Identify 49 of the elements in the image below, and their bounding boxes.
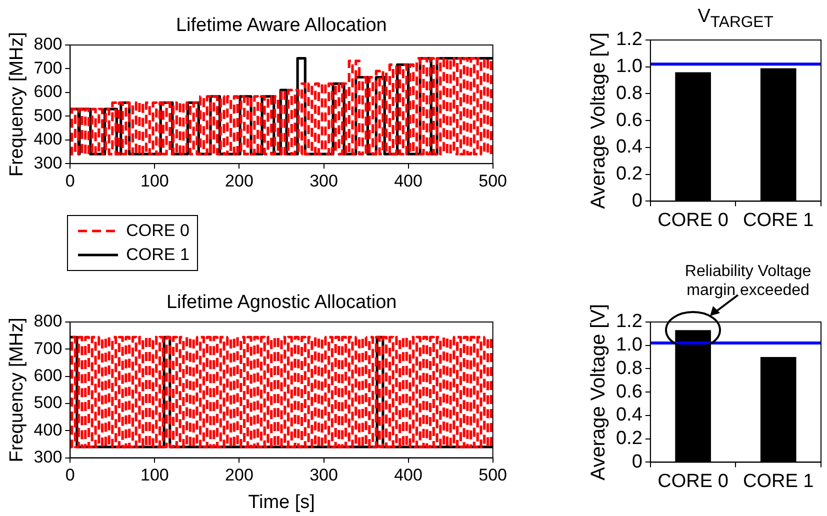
y-axis-title: Frequency [MHz] bbox=[6, 32, 28, 177]
annotation: Reliability Voltage margin exceeded bbox=[684, 262, 812, 300]
legend-label: CORE 1 bbox=[126, 245, 190, 265]
y-tick-label: 0.2 bbox=[616, 164, 642, 185]
y-tick-label: 1.0 bbox=[616, 56, 642, 78]
y-tick-label: 700 bbox=[34, 58, 62, 78]
y-tick-label: 0.8 bbox=[616, 82, 642, 104]
y-tick-label: 600 bbox=[34, 82, 62, 102]
y-tick-label: 800 bbox=[34, 312, 62, 331]
x-tick-label: 200 bbox=[225, 171, 254, 190]
y-tick-label: 0.4 bbox=[616, 404, 643, 426]
y-tick-label: 400 bbox=[34, 130, 62, 149]
y-tick-label: 0.6 bbox=[616, 381, 642, 402]
x-tick-label: 200 bbox=[225, 466, 254, 485]
x-tick-label: 0 bbox=[65, 466, 75, 485]
x-tick-label: 400 bbox=[394, 171, 422, 190]
x-tick-label: 300 bbox=[310, 466, 338, 485]
ref-line-label: V$_{TARGET}$ bbox=[698, 6, 774, 33]
x-tick-label: CORE 0 bbox=[658, 470, 728, 492]
x-axis-title: Time [s] bbox=[248, 492, 315, 513]
y-tick-label: 300 bbox=[34, 447, 62, 466]
y-tick-label: 1.0 bbox=[616, 334, 642, 356]
y-tick-label: 600 bbox=[34, 366, 62, 386]
y-axis-title: Frequency [MHz] bbox=[6, 318, 28, 462]
y-tick-label: 1.2 bbox=[616, 311, 642, 332]
chart-title: Lifetime Aware Allocation bbox=[176, 15, 387, 37]
chart-title: Lifetime Agnostic Allocation bbox=[166, 292, 397, 314]
y-tick-label: 400 bbox=[34, 420, 62, 440]
y-tick-label: 500 bbox=[34, 106, 62, 125]
y-tick-label: 0.4 bbox=[616, 136, 643, 158]
x-tick-label: 0 bbox=[65, 171, 75, 190]
x-tick-label: CORE 1 bbox=[742, 470, 814, 492]
y-tick-label: 0.8 bbox=[616, 358, 642, 379]
y-tick-label: 700 bbox=[34, 338, 62, 358]
y-tick-label: 800 bbox=[34, 34, 62, 54]
x-tick-label: 500 bbox=[478, 171, 508, 190]
y-tick-label: 300 bbox=[34, 153, 62, 172]
y-axis-title: Average Voltage [V] bbox=[588, 32, 610, 209]
y-tick-label: 1.2 bbox=[616, 29, 642, 50]
x-tick-label: 300 bbox=[310, 171, 338, 190]
x-tick-label: 100 bbox=[140, 466, 169, 485]
x-tick-label: 100 bbox=[140, 171, 169, 190]
y-tick-label: 0 bbox=[632, 190, 642, 212]
x-tick-label: 500 bbox=[478, 466, 508, 485]
y-axis-title: Average Voltage [V] bbox=[588, 304, 610, 480]
x-tick-label: 400 bbox=[394, 466, 422, 485]
y-tick-label: 500 bbox=[34, 393, 62, 412]
y-tick-label: 0.2 bbox=[616, 428, 642, 450]
y-tick-label: 0.6 bbox=[616, 110, 642, 131]
